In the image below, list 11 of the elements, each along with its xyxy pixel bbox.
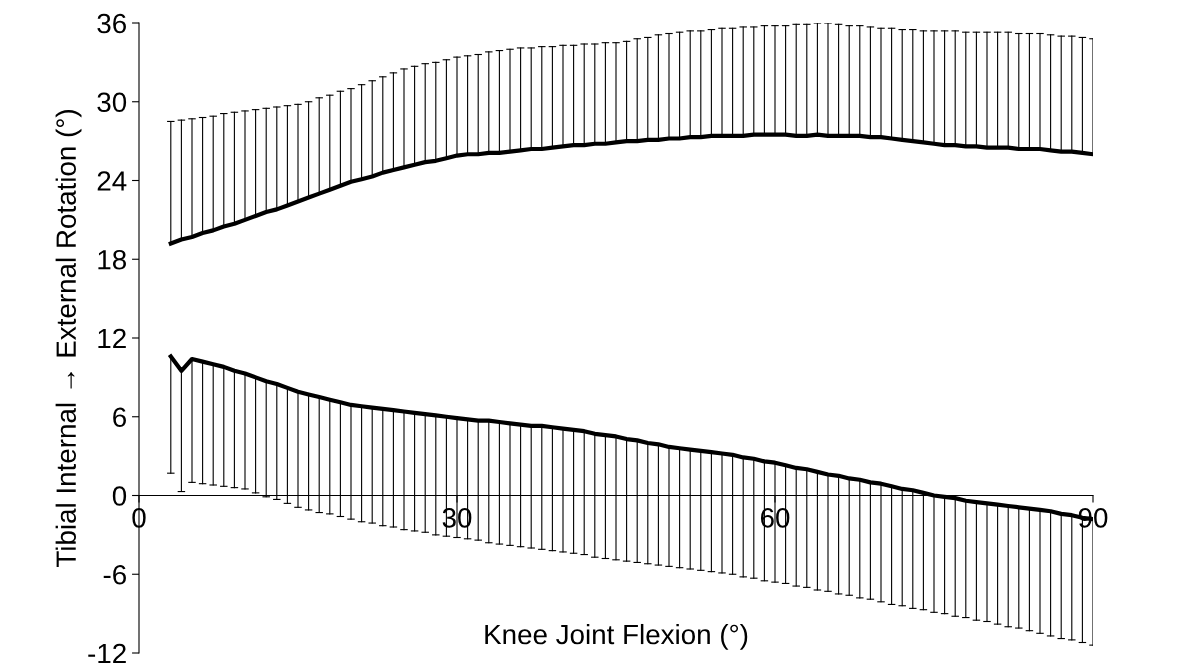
x-axis-title: Knee Joint Flexion (°) (485, 623, 748, 650)
y-tick-label: 18 (98, 249, 126, 270)
y-tick-label: 36 (97, 13, 126, 34)
y-tick-label: 24 (97, 171, 127, 191)
y-tick-label: 12 (98, 328, 126, 349)
y-tick-label: 0 (112, 486, 127, 506)
y-tick-label: 30 (97, 92, 127, 113)
y-axis-title: Tibial Internal → External Rotation (°) (55, 110, 82, 568)
y-tick-label: -6 (103, 564, 126, 585)
y-tick-label: 6 (113, 407, 126, 428)
y-tick-label: -12 (88, 643, 126, 664)
